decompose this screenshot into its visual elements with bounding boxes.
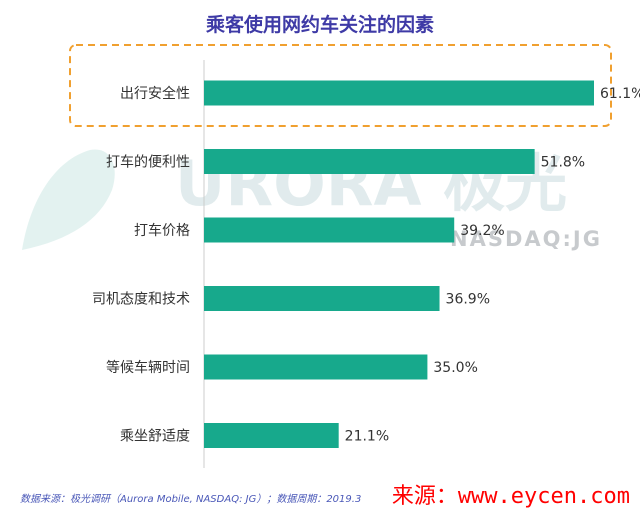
category-label: 等候车辆时间	[106, 359, 190, 376]
category-label: 乘坐舒适度	[120, 429, 190, 445]
value-label: 39.2%	[460, 223, 504, 239]
category-label: 打车的便利性	[106, 154, 190, 171]
aurora-logo-shape	[22, 149, 115, 250]
bar	[204, 80, 594, 106]
value-label: 51.8%	[541, 155, 585, 171]
value-label: 35.0%	[433, 360, 477, 376]
category-label: 打车价格	[134, 222, 190, 239]
bar	[204, 423, 339, 448]
chart-title: 乘客使用网约车关注的因素	[205, 14, 434, 36]
highlight-box	[69, 44, 612, 127]
value-label: 61.1%	[600, 86, 640, 102]
footer-source-note: 数据来源：极光调研（Aurora Mobile, NASDAQ: JG）；数据周…	[20, 494, 362, 505]
category-label: 司机态度和技术	[92, 292, 190, 308]
value-label: 21.1%	[345, 429, 389, 445]
bar	[204, 149, 535, 174]
bar	[204, 286, 440, 311]
watermark-subtext: NASDAQ:JG	[450, 227, 602, 251]
category-label: 出行安全性	[120, 85, 190, 102]
value-label: 36.9%	[446, 292, 490, 308]
source-watermark: 来源：www.eycen.com	[389, 478, 632, 510]
bar	[204, 354, 428, 380]
bar	[204, 217, 455, 243]
